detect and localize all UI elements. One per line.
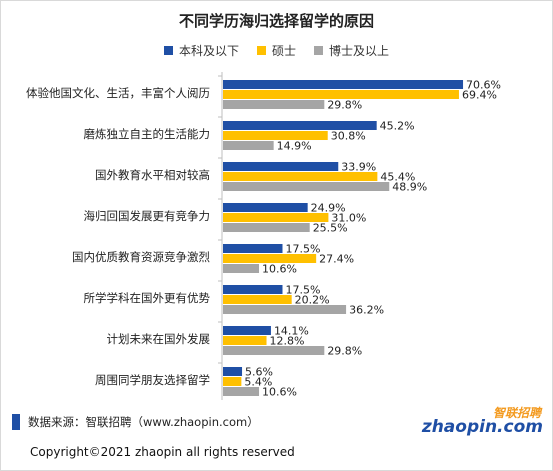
data-label: 17.5% — [286, 243, 321, 256]
data-label: 14.9% — [277, 140, 312, 153]
bar — [223, 90, 459, 99]
data-label: 31.0% — [331, 212, 366, 225]
zhaopin-logo: 智联招聘 zhaopin.com — [422, 404, 543, 440]
legend-swatch-master — [256, 46, 266, 55]
legend-swatch-phd — [314, 46, 323, 55]
bar — [223, 162, 339, 171]
legend-label-master: 硕士 — [271, 44, 296, 58]
bar — [223, 244, 283, 253]
data-label: 69.4% — [462, 89, 497, 102]
legend-item-undergrad: 本科及以下 — [163, 42, 239, 59]
data-label: 45.4% — [380, 171, 415, 184]
data-source: 数据来源：智联招聘（www.zhaopin.com） — [12, 414, 259, 430]
data-label: 36.2% — [349, 304, 384, 317]
bar — [223, 305, 347, 314]
bar — [223, 182, 390, 191]
bar — [223, 80, 464, 89]
data-label: 14.1% — [274, 325, 309, 338]
data-label: 29.8% — [327, 345, 362, 358]
source-marker — [12, 414, 20, 430]
logo-en-text: zhaopin.com — [421, 417, 543, 437]
bar — [223, 377, 242, 386]
data-label: 10.6% — [262, 386, 297, 399]
data-label: 45.2% — [380, 120, 415, 133]
category-label: 海归回国发展更有竞争力 — [84, 209, 211, 223]
bar — [223, 285, 283, 294]
data-label: 5.4% — [244, 376, 272, 389]
bar — [223, 295, 292, 304]
legend-label-phd: 博士及以上 — [329, 44, 390, 58]
bar — [223, 387, 260, 396]
bar — [223, 203, 308, 212]
category-label: 所学学科在国外更有优势 — [84, 291, 211, 305]
data-label: 17.5% — [286, 284, 321, 297]
category-label: 周围同学朋友选择留学 — [95, 373, 210, 387]
data-label: 29.8% — [327, 99, 362, 112]
data-label: 24.9% — [311, 202, 346, 215]
data-label: 5.6% — [245, 366, 273, 379]
legend-item-master: 硕士 — [256, 42, 296, 59]
data-label: 25.5% — [313, 222, 348, 235]
legend-label-undergrad: 本科及以下 — [178, 44, 239, 58]
logo-cn-text: 智联招聘 — [492, 406, 541, 420]
bar — [223, 141, 274, 150]
bar — [223, 223, 310, 232]
data-label: 48.9% — [392, 181, 427, 194]
bar — [223, 254, 317, 263]
data-label: 10.6% — [262, 263, 297, 276]
bar — [223, 367, 243, 376]
bar — [223, 131, 328, 140]
bar — [223, 121, 377, 130]
bar — [223, 264, 260, 273]
chart-title: 不同学历海归选择留学的原因 — [178, 12, 374, 30]
bar — [223, 326, 271, 335]
bar — [223, 346, 325, 355]
data-label: 20.2% — [295, 294, 330, 307]
bar-chart: 体验他国文化、生活，丰富个人阅历 70.6%69.4% 29.8% 磨炼独立自主的生活… — [26, 72, 501, 400]
legend: 本科及以下 硕士 博士及以上 — [0, 42, 553, 59]
data-label: 33.9% — [341, 161, 376, 174]
category-label: 计划未来在国外发展 — [107, 332, 211, 346]
category-label: 体验他国文化、生活，丰富个人阅历 — [26, 86, 210, 100]
data-label: 12.8% — [270, 335, 305, 348]
data-label: 27.4% — [319, 253, 354, 266]
category-label: 国外教育水平相对较高 — [95, 168, 210, 182]
legend-swatch-undergrad — [163, 46, 173, 55]
source-text: 数据来源：智联招聘（www.zhaopin.com） — [28, 415, 259, 429]
data-label: 70.6% — [466, 79, 501, 92]
category-label: 磨炼独立自主的生活能力 — [84, 127, 211, 141]
category-label: 国内优质教育资源竞争激烈 — [72, 250, 210, 264]
bar — [223, 336, 267, 345]
bar — [223, 100, 325, 109]
copyright-text: Copyright©2021 zhaopin all rights reserv… — [30, 445, 295, 459]
bar — [223, 213, 329, 222]
bar — [223, 172, 378, 181]
data-label: 30.8% — [331, 130, 366, 143]
legend-item-phd: 博士及以上 — [314, 42, 389, 59]
